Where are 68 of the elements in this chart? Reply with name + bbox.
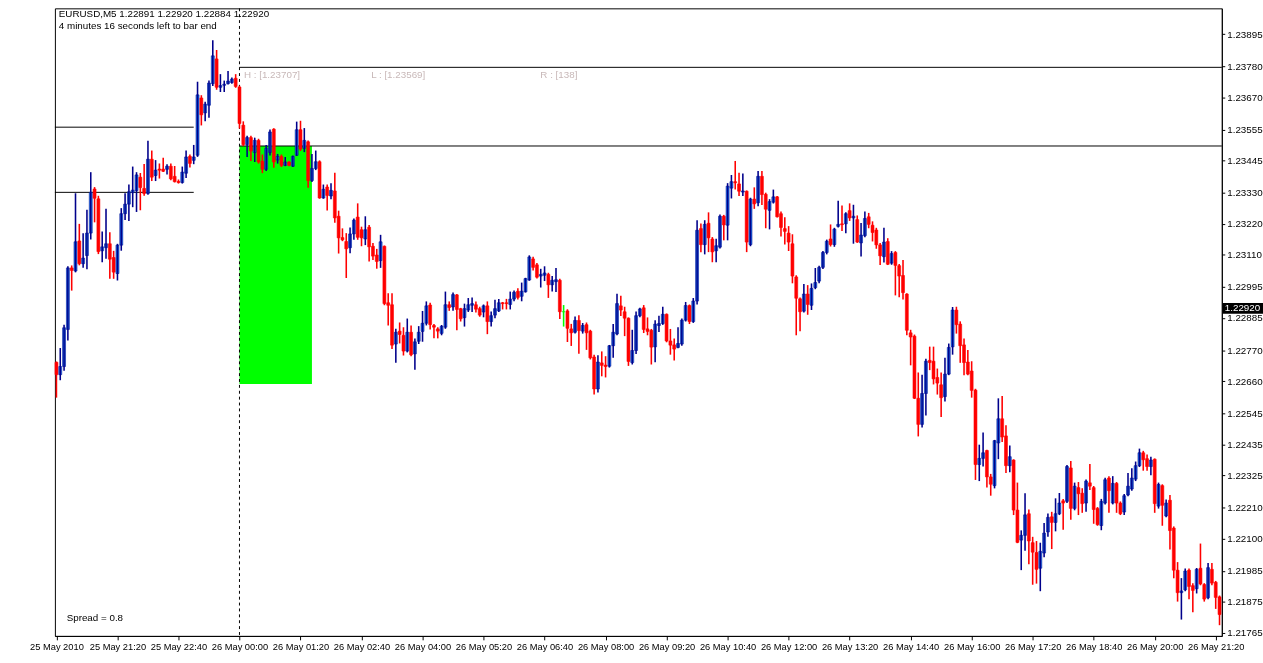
y-tick-label: 1.23445 [1227, 155, 1263, 167]
annotation: Spread = 0.8 [66, 612, 124, 624]
x-tick-label: 26 May 21:20 [1188, 642, 1245, 653]
x-tick-label: 26 May 09:20 [638, 642, 696, 653]
text: 4 minutes 16 seconds left to bar end [58, 19, 217, 31]
y-tick-label: 1.22325 [1227, 469, 1263, 481]
chart-title: EURUSD,M5 1.22891 1.22920 1.22884 1.22920 [58, 8, 270, 20]
annotation: R : [138] [540, 68, 578, 80]
candlestick [54, 361, 59, 398]
y-tick-label: 1.22210 [1227, 501, 1263, 513]
candlestick [1072, 482, 1077, 511]
y-tick-label: 1.23330 [1227, 187, 1263, 199]
x-tick-label: 26 May 20:00 [1127, 642, 1184, 653]
candlestick [1156, 482, 1161, 509]
y-tick-label: 1.23895 [1227, 28, 1263, 40]
x-tick-label: 26 May 00:00 [211, 642, 269, 653]
y-tick-label: 1.23555 [1227, 124, 1263, 136]
candlestick [363, 216, 368, 246]
x-tick-label: 26 May 17:20 [1004, 642, 1062, 653]
y-tick-label: 1.21875 [1227, 596, 1263, 608]
candlestick [828, 224, 833, 247]
y-tick-label: 1.22435 [1227, 438, 1263, 450]
x-tick-label: 25 May 21:20 [89, 642, 147, 653]
y-tick-label: 1.23780 [1227, 60, 1263, 72]
y-tick-label: 1.22100 [1227, 532, 1263, 544]
y-tick-label: 1.21765 [1227, 626, 1263, 638]
y-tick-label: 1.22545 [1227, 407, 1263, 419]
x-tick-label: 26 May 06:40 [516, 642, 574, 653]
candlestick [378, 234, 383, 268]
candlestick [302, 128, 307, 153]
x-tick-label: 26 May 04:00 [394, 642, 452, 653]
candlestick [893, 251, 898, 296]
candlestick [73, 193, 78, 273]
y-tick-label: 1.22770 [1227, 344, 1263, 356]
candlestick [317, 160, 322, 199]
candlestick [298, 120, 303, 151]
x-tick-label: 25 May 22:40 [150, 642, 208, 653]
x-tick-label: 25 May 2010 [30, 642, 84, 653]
candlestick [214, 49, 219, 90]
candlestick [752, 187, 757, 209]
x-tick-label: 26 May 12:00 [760, 642, 818, 653]
annotation: H : [1.23707] [243, 68, 301, 80]
candlestick [741, 173, 745, 196]
y-tick-label: 1.21985 [1227, 565, 1263, 577]
x-tick-label: 26 May 08:00 [577, 642, 635, 653]
candlestick [851, 204, 856, 244]
y-tick-label: 1.22885 [1227, 312, 1263, 324]
annotation: L : [1.23569] [371, 68, 426, 80]
candlestick [1114, 482, 1119, 513]
y-tick-label: 1.23220 [1227, 218, 1263, 230]
x-tick-label: 26 May 18:40 [1066, 642, 1123, 653]
x-tick-label: 26 May 10:40 [699, 642, 757, 653]
text: 1.22920 [1224, 302, 1261, 314]
x-tick-label: 26 May 13:20 [821, 642, 879, 653]
x-tick-label: 26 May 02:40 [333, 642, 391, 653]
candlestick [1076, 482, 1081, 516]
candlestick [1034, 541, 1039, 584]
candlestick [565, 309, 570, 343]
y-tick-label: 1.23110 [1227, 249, 1263, 261]
x-tick-label: 26 May 14:40 [882, 642, 940, 653]
y-tick-label: 1.23670 [1227, 91, 1263, 103]
x-tick-label: 26 May 01:20 [272, 642, 330, 653]
x-tick-label: 26 May 05:20 [455, 642, 513, 653]
y-tick-label: 1.22660 [1227, 375, 1263, 387]
x-tick-label: 26 May 16:00 [943, 642, 1001, 653]
y-tick-label: 1.22995 [1227, 281, 1263, 293]
candlestick [153, 160, 158, 182]
candlestick [748, 197, 753, 247]
